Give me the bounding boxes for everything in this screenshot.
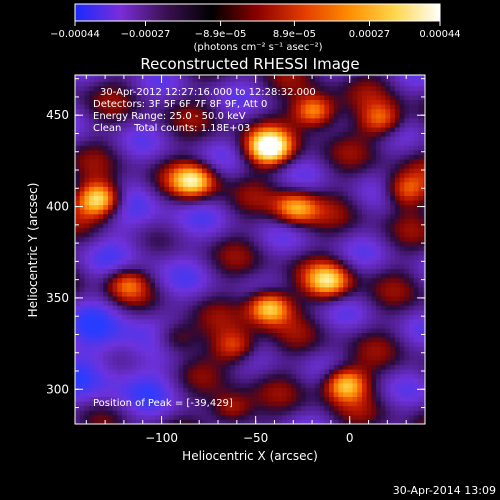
colorbar-tick-label: 0.00027: [349, 29, 390, 40]
y-axis-label: Heliocentric Y (arcsec): [26, 183, 40, 318]
y-tick-label: 300: [46, 382, 69, 396]
y-tick-label: 350: [46, 291, 69, 305]
chart-title: Reconstructed RHESSI Image: [140, 55, 359, 73]
colorbar-bar: [74, 3, 441, 22]
annotation-clean-counts: Clean Total counts: 1.18E+03: [93, 123, 250, 134]
x-tick-label: 0: [346, 431, 354, 445]
y-tick-label: 450: [46, 108, 69, 122]
colorbar: −0.00044 −0.00027 −8.9e−05 8.9e−05 0.00027 0.…: [50, 3, 461, 53]
colorbar-tick-label: −8.9e−05: [195, 29, 247, 40]
footer-timestamp: 30-Apr-2014 13:09: [393, 484, 496, 497]
annotation-detectors: Detectors: 3F 5F 6F 7F 8F 9F, Att 0: [93, 99, 267, 110]
annotation-energy-range: Energy Range: 25.0 - 50.0 keV: [93, 111, 246, 122]
x-axis-label: Heliocentric X (arcsec): [182, 449, 318, 463]
colorbar-unit-label: (photons cm⁻² s⁻¹ asec⁻²): [193, 42, 322, 53]
colorbar-tick-label: −0.00027: [121, 29, 171, 40]
annotation-peak-position: Position of Peak = [-39,429]: [93, 398, 233, 409]
heatmap-image: [75, 75, 425, 424]
colorbar-tick-label: 8.9e−05: [273, 29, 316, 40]
y-tick-label: 400: [46, 200, 69, 214]
plot-frame: [74, 74, 426, 425]
colorbar-tick-label: −0.00044: [50, 29, 100, 40]
annotation-time-range: 30-Apr-2012 12:27:16.000 to 12:28:32.000: [100, 87, 316, 98]
x-axis-ticks: −100 −50 0: [85, 75, 426, 445]
annotation-block: 30-Apr-2012 12:27:16.000 to 12:28:32.000…: [93, 87, 316, 409]
colorbar-ticks: −0.00044 −0.00027 −8.9e−05 8.9e−05 0.00027 0.…: [50, 21, 461, 40]
y-axis-ticks: 300 350 400 450: [46, 78, 425, 409]
plot-area: −100 −50 0 300 350 400 450 30-Apr-2012 12:27:…: [46, 74, 426, 445]
x-tick-label: −50: [243, 431, 268, 445]
colorbar-tick-label: 0.00044: [419, 29, 460, 40]
x-tick-label: −100: [145, 431, 178, 445]
